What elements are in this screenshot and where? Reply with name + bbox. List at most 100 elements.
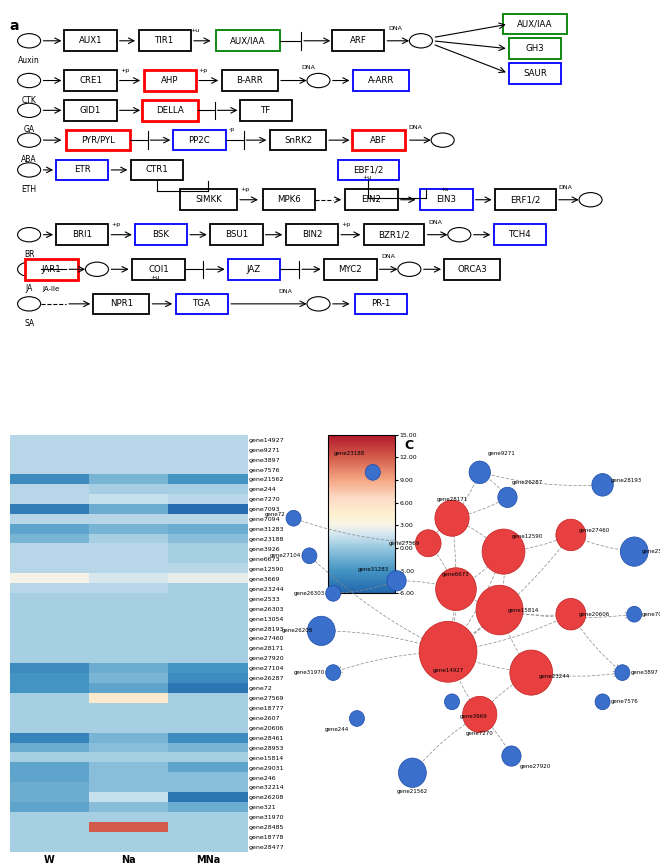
Text: EBF1/2: EBF1/2 (353, 165, 383, 175)
Text: CTR1: CTR1 (146, 165, 168, 175)
Text: DELLA: DELLA (156, 106, 184, 115)
Circle shape (307, 74, 330, 87)
FancyBboxPatch shape (270, 130, 326, 151)
Text: EIN2: EIN2 (362, 195, 381, 204)
Circle shape (409, 34, 432, 48)
FancyBboxPatch shape (139, 30, 191, 51)
Text: NPR1: NPR1 (110, 299, 133, 308)
Circle shape (469, 461, 490, 484)
FancyBboxPatch shape (211, 224, 263, 245)
Circle shape (18, 103, 41, 118)
Text: gene6673: gene6673 (442, 572, 470, 577)
Circle shape (595, 694, 610, 709)
FancyBboxPatch shape (509, 63, 561, 84)
Circle shape (476, 586, 523, 635)
FancyBboxPatch shape (66, 130, 130, 151)
Text: gene21562: gene21562 (397, 790, 428, 794)
Text: BZR1/2: BZR1/2 (378, 230, 410, 240)
Text: gene3669: gene3669 (460, 714, 488, 720)
Text: a: a (9, 19, 18, 33)
Text: CTK: CTK (22, 96, 36, 105)
Text: DNA: DNA (301, 66, 315, 70)
Text: BSK: BSK (152, 230, 170, 240)
Text: +p: +p (341, 222, 350, 227)
Text: DNA: DNA (428, 220, 442, 225)
Text: gene23188: gene23188 (333, 451, 365, 456)
FancyBboxPatch shape (495, 189, 556, 210)
FancyBboxPatch shape (263, 189, 315, 210)
Text: CRE1: CRE1 (79, 76, 102, 85)
Text: gene28171: gene28171 (436, 497, 468, 502)
Text: MPK6: MPK6 (277, 195, 301, 204)
Text: ETH: ETH (22, 185, 37, 194)
Circle shape (286, 510, 301, 526)
Text: SA: SA (24, 319, 34, 328)
Text: ABF: ABF (370, 136, 387, 144)
Text: gene7576: gene7576 (610, 699, 638, 704)
Circle shape (308, 616, 335, 645)
Text: BR: BR (24, 250, 34, 259)
Circle shape (415, 529, 441, 557)
Text: -p: -p (229, 127, 235, 132)
FancyBboxPatch shape (176, 293, 228, 314)
Text: gene31970: gene31970 (294, 670, 325, 675)
Circle shape (482, 529, 525, 574)
Text: ETR: ETR (74, 165, 90, 175)
Circle shape (399, 758, 426, 787)
Circle shape (510, 650, 552, 695)
FancyBboxPatch shape (503, 14, 567, 35)
Circle shape (556, 599, 586, 630)
FancyBboxPatch shape (355, 293, 407, 314)
Text: SIMKK: SIMKK (195, 195, 222, 204)
Circle shape (615, 664, 630, 681)
Text: MYC2: MYC2 (339, 265, 362, 274)
FancyBboxPatch shape (64, 30, 117, 51)
Text: gene23244: gene23244 (539, 675, 570, 679)
Text: TCH4: TCH4 (509, 230, 531, 240)
Text: gene26208: gene26208 (282, 628, 314, 633)
Text: JAZ: JAZ (247, 265, 261, 274)
Circle shape (18, 74, 41, 87)
Circle shape (387, 571, 406, 591)
Text: gene7270: gene7270 (466, 731, 494, 736)
Text: PP2C: PP2C (189, 136, 211, 144)
Text: +p: +p (112, 222, 121, 227)
Text: DNA: DNA (381, 254, 395, 260)
Text: gene27460: gene27460 (579, 529, 610, 533)
Text: AHP: AHP (161, 76, 179, 85)
FancyBboxPatch shape (93, 293, 149, 314)
Text: DNA: DNA (558, 184, 572, 189)
Text: +p: +p (120, 67, 129, 73)
Text: JAR1: JAR1 (42, 265, 61, 274)
Circle shape (18, 163, 41, 177)
Text: Auxin: Auxin (18, 56, 40, 65)
FancyBboxPatch shape (509, 38, 561, 59)
Text: AUX/IAA: AUX/IAA (230, 36, 266, 45)
Text: JA: JA (26, 285, 33, 293)
Text: +u: +u (362, 176, 372, 181)
Text: TGA: TGA (193, 299, 211, 308)
Circle shape (445, 694, 459, 709)
Circle shape (592, 473, 613, 497)
Text: gene26303: gene26303 (294, 591, 325, 596)
Text: gene3897: gene3897 (630, 670, 658, 675)
Text: SnRK2: SnRK2 (284, 136, 312, 144)
Text: gene14927: gene14927 (432, 669, 464, 674)
FancyBboxPatch shape (132, 259, 185, 279)
Text: SAUR: SAUR (523, 69, 546, 78)
Text: +u: +u (191, 28, 200, 33)
FancyBboxPatch shape (494, 224, 546, 245)
Circle shape (307, 297, 330, 311)
FancyBboxPatch shape (64, 100, 117, 120)
Text: +p: +p (199, 67, 208, 73)
Circle shape (85, 262, 108, 277)
Text: PYR/PYL: PYR/PYL (81, 136, 115, 144)
FancyBboxPatch shape (135, 224, 187, 245)
FancyBboxPatch shape (240, 100, 292, 120)
Text: ABA: ABA (21, 155, 37, 164)
Text: gene27920: gene27920 (519, 765, 550, 769)
FancyBboxPatch shape (173, 130, 226, 151)
Text: GA: GA (24, 125, 35, 134)
FancyBboxPatch shape (142, 100, 198, 120)
Text: gene27569: gene27569 (389, 541, 420, 546)
